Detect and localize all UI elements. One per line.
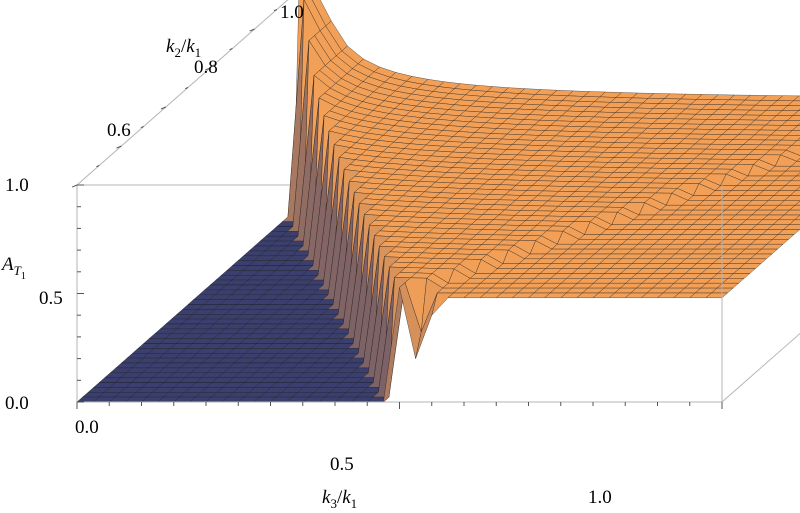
z-tick-label: 0.5 — [39, 288, 63, 309]
surface-cell — [792, 95, 800, 102]
surface-cell — [791, 140, 800, 146]
box-edge — [721, 332, 800, 403]
y-tick — [71, 184, 78, 188]
y-tick-label: 0.6 — [107, 120, 131, 141]
y-axis-label: k2/k1 — [166, 36, 201, 60]
y-tick — [185, 87, 189, 90]
x-tick-label: 1.0 — [588, 487, 612, 508]
z-axis-label: AT1 — [0, 254, 26, 282]
axis-ticks — [71, 9, 723, 409]
surface-cell — [790, 161, 800, 167]
x-tick-label: 0.5 — [330, 454, 354, 475]
x-axis-label: k3/k1 — [322, 487, 357, 511]
y-tick — [96, 165, 100, 168]
surface-cell — [796, 137, 800, 141]
y-tick — [229, 48, 233, 51]
surface-mesh — [76, 0, 800, 403]
y-tick — [273, 9, 277, 12]
y-tick — [140, 126, 144, 129]
x-tick-label: 0.0 — [75, 417, 99, 438]
surface-cell — [791, 125, 800, 131]
y-tick-label: 0.8 — [194, 57, 218, 78]
surface-cell — [789, 204, 800, 211]
y-tick — [116, 145, 122, 149]
surface-cell — [794, 214, 800, 221]
z-tick-label: 0.0 — [5, 393, 29, 414]
box-edge — [76, 0, 289, 186]
y-tick — [205, 67, 211, 71]
z-tick-label: 1.0 — [5, 175, 29, 196]
surface-cell — [795, 186, 800, 191]
y-tick — [249, 28, 255, 32]
surface-cell — [789, 190, 800, 196]
surface-cell — [797, 123, 800, 126]
surface-cell — [792, 110, 800, 116]
y-tick-label: 1.0 — [280, 2, 304, 23]
surface-cell — [794, 200, 800, 206]
surface-cell — [796, 158, 800, 162]
y-tick — [160, 106, 166, 110]
surface-cell — [790, 175, 800, 182]
